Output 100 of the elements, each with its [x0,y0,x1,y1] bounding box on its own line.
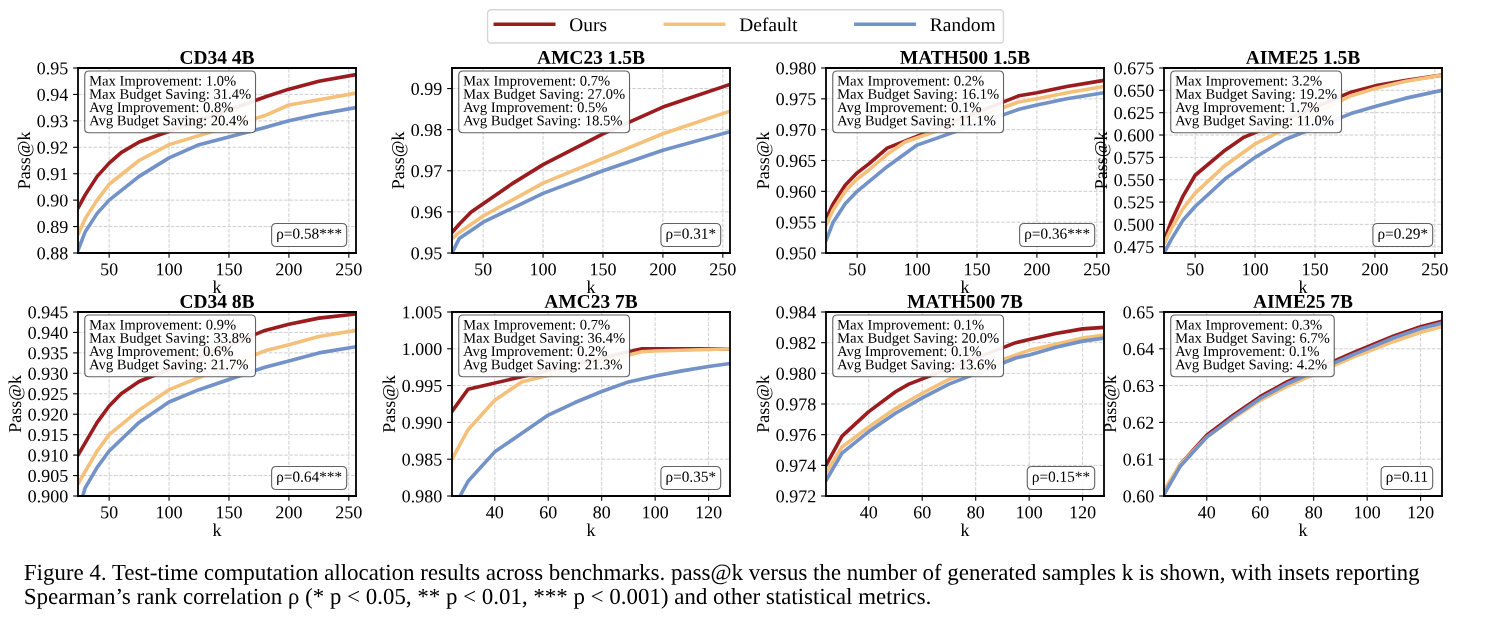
x-axis-title: k [960,523,970,537]
x-tick-label: 50 [849,263,866,276]
x-tick-label: 150 [591,263,616,276]
x-tick-label: 100 [157,263,182,276]
annotation: ρ=0.58*** [277,228,342,242]
annotation: Max Improvement: 0.1% Max Budget Saving: 20.0% Avg Improvement: 0.1% Avg Budget Saving: 13.6% [837,319,999,373]
y-tick-label: 1.000 [403,343,442,356]
y-axis-title: Pass@k [1103,375,1120,433]
y-tick-label: 0.976 [776,428,816,442]
y-tick-label: 0.95 [37,62,68,75]
x-tick-label: 120 [1070,506,1096,519]
x-tick-label: 150 [217,263,242,276]
x-axis-title: k [586,523,596,537]
x-tick-label: 50 [1187,263,1204,276]
legend-label: Default [739,17,798,32]
x-tick-label: 80 [593,506,611,519]
y-tick-label: 0.982 [776,336,816,350]
y-tick-label: 0.965 [776,154,816,168]
annotation: Max Improvement: 0.9% Max Budget Saving: 33.8% Avg Improvement: 0.6% Avg Budget Saving: 21.7% [89,319,251,373]
x-tick-label: 40 [860,506,878,519]
annotation: ρ=0.15** [1032,471,1090,485]
legend-label: Ours [570,18,607,32]
x-tick-label: 60 [913,506,931,519]
y-tick-label: 0.945 [28,306,68,319]
x-tick-label: 200 [1024,263,1050,276]
caption: Figure 4. Test-time computation allocation results across benchmarks. pass@k versus the number of generated samples k is shown, with insets reporting Spearman’s rank correlation ρ (* p < 0.05, ** p < 0.01, *** p < 0.001) and other statistical metrics. [24,563,1420,609]
y-tick-label: 0.600 [1114,129,1154,142]
chart-title: CD34 4B [180,50,254,65]
y-tick-label: 0.61 [1123,453,1154,466]
x-tick-label: 80 [1305,506,1323,519]
y-tick-label: 0.60 [1123,490,1154,503]
annotation: Max Improvement: 0.7% Max Budget Saving: 27.0% Avg Improvement: 0.5% Avg Budget Saving: 18.5% [463,75,625,129]
y-tick-label: 0.625 [1114,106,1154,120]
y-tick-label: 0.88 [37,247,68,260]
x-tick-label: 200 [276,263,302,276]
chart-title: AMC23 1.5B [537,50,645,65]
x-tick-label: 40 [1198,506,1216,519]
y-tick-label: 0.64 [1123,343,1154,356]
legend-label: Random [930,17,996,32]
y-tick-label: 0.900 [28,490,68,503]
x-tick-label: 40 [486,506,504,519]
x-tick-label: 250 [710,263,736,276]
y-tick-label: 0.89 [37,220,68,234]
y-tick-label: 0.62 [1123,416,1154,429]
y-axis-title: Pass@k [17,131,34,189]
y-tick-label: 0.95 [411,247,442,260]
annotation: Max Improvement: 3.2% Max Budget Saving: 19.2% Avg Improvement: 1.7% Avg Budget Saving: 11.0% [1175,75,1337,129]
x-tick-label: 120 [696,506,722,519]
y-tick-label: 0.97 [411,165,442,178]
y-tick-label: 0.975 [776,93,816,106]
y-tick-label: 0.930 [28,367,68,380]
y-tick-label: 0.99 [411,82,442,96]
y-tick-label: 0.984 [776,306,816,319]
x-axis-title: k [1298,280,1308,294]
y-tick-label: 0.925 [28,388,68,401]
annotation: ρ=0.29* [1378,228,1428,242]
annotation: Max Improvement: 0.3% Max Budget Saving: 6.7% Avg Improvement: 0.1% Avg Budget Saving: 4.2% [1175,319,1330,373]
y-axis-title: Pass@k [756,375,773,433]
annotation: Max Improvement: 1.0% Max Budget Saving: 31.4% Avg Improvement: 0.8% Avg Budget Saving: 20.4% [89,75,251,129]
x-tick-label: 100 [1243,263,1268,276]
y-tick-label: 0.500 [1114,218,1154,231]
y-tick-label: 0.935 [28,347,68,360]
y-tick-label: 1.005 [403,306,442,319]
y-tick-label: 0.974 [776,459,816,472]
x-tick-label: 150 [1303,263,1328,276]
x-tick-label: 250 [1084,263,1110,276]
y-tick-label: 0.93 [37,115,68,128]
x-tick-label: 150 [217,506,242,519]
x-tick-label: 150 [965,263,990,276]
annotation: ρ=0.11 [1386,471,1428,485]
x-axis-title: k [212,523,222,537]
y-tick-label: 0.985 [402,453,442,466]
x-tick-label: 60 [539,506,557,519]
y-tick-label: 0.675 [1114,62,1154,75]
chart-title: MATH500 7B [907,294,1023,309]
annotation: ρ=0.35* [666,471,716,485]
chart-title: AIME25 7B [1253,294,1353,309]
y-tick-label: 0.91 [37,167,68,181]
x-tick-label: 80 [967,506,985,519]
y-axis-title: Pass@k [8,375,25,433]
x-tick-label: 60 [1251,506,1269,519]
y-tick-label: 0.995 [402,379,442,393]
annotation: ρ=0.64*** [277,471,342,485]
x-tick-label: 200 [1362,263,1388,276]
y-tick-label: 0.972 [776,490,816,503]
y-tick-label: 0.90 [37,194,68,207]
y-tick-label: 0.980 [776,62,816,75]
chart-title: MATH500 1.5B [900,50,1030,65]
y-tick-label: 0.92 [37,141,68,154]
annotation: ρ=0.31* [666,228,716,242]
x-tick-label: 100 [905,263,930,276]
y-tick-label: 0.550 [1114,173,1154,187]
y-tick-label: 0.990 [402,416,442,429]
y-tick-label: 0.960 [776,185,816,198]
y-axis-title: Pass@k [756,131,773,189]
y-tick-label: 0.980 [402,490,442,503]
annotation: ρ=0.36*** [1025,228,1090,242]
x-tick-label: 250 [336,506,362,519]
y-tick-label: 0.575 [1114,151,1154,164]
y-tick-label: 0.65 [1123,306,1154,319]
